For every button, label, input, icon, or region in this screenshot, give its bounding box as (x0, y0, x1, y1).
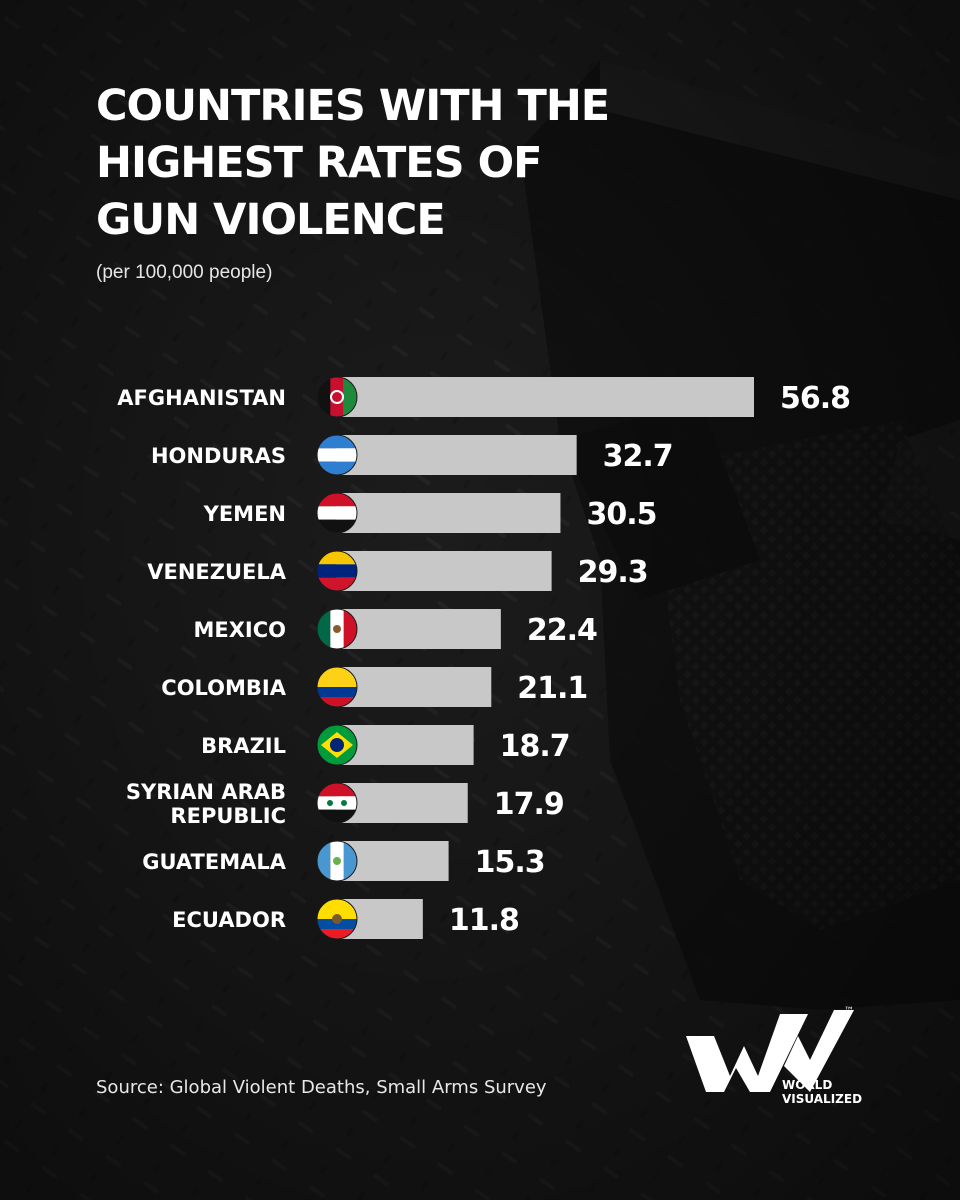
bar-row: VENEZUELA 29.3 (147, 550, 649, 592)
bar-row: GUATEMALA 15.3 (142, 840, 546, 882)
afghanistan-flag-icon (316, 376, 358, 418)
brand-name: WORLD VISUALIZED (782, 1078, 862, 1106)
colombia-flag-icon (316, 666, 358, 708)
bar (336, 377, 754, 417)
country-label-line: SYRIAN ARAB (126, 780, 286, 804)
value-label: 22.4 (527, 613, 597, 648)
country-label-line: HONDURAS (151, 444, 286, 468)
country-label-line: GUATEMALA (142, 850, 286, 874)
brazil-flag-icon (316, 724, 358, 766)
syria-flag-icon (316, 782, 358, 824)
world-visualized-logo (686, 1010, 854, 1092)
source-note: Source: Global Violent Deaths, Small Arm… (96, 1077, 547, 1098)
bar (336, 667, 492, 707)
country-label: GUATEMALA (142, 850, 286, 874)
country-label: VENEZUELA (147, 560, 287, 584)
bar-row: COLOMBIA 21.1 (161, 666, 588, 708)
country-label: YEMEN (203, 502, 286, 526)
bar-row: YEMEN 30.5 (203, 492, 657, 534)
chart-title: COUNTRIES WITH THE HIGHEST RATES OF GUN … (96, 81, 610, 245)
bar (336, 725, 474, 765)
value-label: 29.3 (578, 555, 648, 590)
bar (336, 551, 552, 591)
country-label: SYRIAN ARAB REPUBLIC (126, 780, 286, 828)
country-label-line: AFGHANISTAN (117, 386, 286, 410)
country-label-line: ECUADOR (172, 908, 286, 932)
value-label: 32.7 (603, 439, 673, 474)
country-label: AFGHANISTAN (117, 386, 286, 410)
country-label-line: VENEZUELA (147, 560, 287, 584)
bar-row: ECUADOR 11.8 (172, 898, 520, 940)
yemen-flag-icon (316, 492, 358, 534)
bar-chart: AFGHANISTAN 56.8 HONDURAS 32.7 YEMEN 30.5 VENE… (117, 376, 851, 940)
trademark-mark: ™ (844, 1006, 854, 1017)
country-label-line: COLOMBIA (161, 676, 286, 700)
country-label: HONDURAS (151, 444, 286, 468)
bar (336, 435, 577, 475)
country-label: MEXICO (193, 618, 286, 642)
country-label-line: MEXICO (193, 618, 286, 642)
bar-row: MEXICO 22.4 (193, 608, 598, 650)
guatemala-flag-icon (316, 840, 358, 882)
value-label: 17.9 (494, 787, 564, 822)
bar (336, 609, 501, 649)
bar-row: AFGHANISTAN 56.8 (117, 376, 851, 418)
value-label: 30.5 (586, 497, 656, 532)
value-label: 21.1 (517, 671, 587, 706)
chart-subtitle: (per 100,000 people) (96, 262, 273, 283)
bar-row: SYRIAN ARAB REPUBLIC 17.9 (126, 780, 565, 828)
mexico-flag-icon (316, 608, 358, 650)
honduras-flag-icon (316, 434, 358, 476)
value-label: 15.3 (475, 845, 545, 880)
country-label-line: BRAZIL (201, 734, 286, 758)
bar (336, 783, 468, 823)
bar-row: BRAZIL 18.7 (201, 724, 571, 766)
value-label: 18.7 (500, 729, 570, 764)
country-label-line: REPUBLIC (170, 804, 286, 828)
country-label: BRAZIL (201, 734, 286, 758)
bar-row: HONDURAS 32.7 (151, 434, 674, 476)
ecuador-flag-icon (316, 898, 358, 940)
brand-line-2: VISUALIZED (782, 1092, 863, 1106)
country-label: ECUADOR (172, 908, 286, 932)
country-label: COLOMBIA (161, 676, 286, 700)
venezuela-flag-icon (316, 550, 358, 592)
brand-line-1: WORLD (782, 1078, 833, 1092)
country-label-line: YEMEN (203, 502, 286, 526)
value-label: 11.8 (449, 903, 519, 938)
bar (336, 493, 561, 533)
value-label: 56.8 (780, 381, 850, 416)
